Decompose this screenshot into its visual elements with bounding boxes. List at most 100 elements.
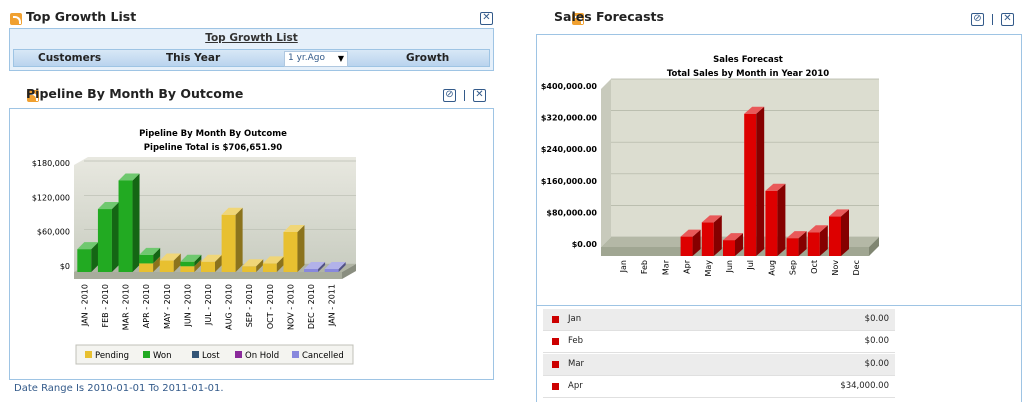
x-tick-label: JAN - 2010 — [80, 284, 89, 327]
bar-apr-side — [692, 229, 701, 256]
bar-won-top — [97, 202, 119, 210]
bar-cancelled-side — [338, 262, 346, 272]
bar-nov-side — [841, 209, 849, 256]
legend-swatch — [552, 338, 559, 346]
close-icon[interactable]: ✕ — [473, 89, 486, 102]
pipeline-title: Pipeline By Month By Outcome — [26, 86, 244, 101]
bar-pending-side — [215, 254, 222, 272]
x-tick-label: Jun — [725, 260, 734, 274]
bar-pending — [139, 263, 154, 272]
legend-label: Pending — [95, 351, 129, 361]
x-tick-label: AUG - 2010 — [225, 284, 234, 330]
sales-chart: Sales Forecast Total Sales by Month in Ye… — [541, 55, 879, 277]
bar-pending — [159, 260, 174, 272]
forecast-month: Jan — [568, 314, 582, 324]
bar-won-top — [180, 254, 202, 262]
chart-subtitle: Total Sales by Month in Year 2010 — [667, 69, 829, 79]
forecast-row: Feb $0.00 — [543, 331, 895, 354]
edit-icon[interactable]: ⊘ — [971, 13, 984, 26]
rss-icon — [27, 90, 40, 102]
y-tick-label: $60,000 — [37, 228, 70, 237]
bar-apr — [680, 236, 693, 256]
rss-icon — [10, 13, 22, 25]
bar-apr-top — [680, 229, 701, 237]
bar-pending-side — [173, 253, 181, 272]
bar-oct — [807, 232, 820, 256]
bar-won — [139, 254, 154, 264]
period-select[interactable]: 1 yr.Ago ▼ — [284, 51, 348, 67]
col-this-year[interactable]: This Year — [166, 52, 221, 64]
legend-label: Cancelled — [302, 351, 344, 361]
x-tick-label: SEP - 2010 — [245, 284, 254, 327]
bar-won-top — [77, 242, 99, 250]
sales-panel: Sales Forecast Total Sales by Month in Ye… — [536, 34, 1022, 306]
bar-nov — [829, 216, 841, 256]
y-tick-label: $80,000.00 — [546, 208, 597, 217]
col-growth[interactable]: Growth — [406, 52, 450, 64]
forecast-value: $34,000.00 — [840, 380, 889, 391]
forecast-value: $0.00 — [864, 336, 889, 347]
forecast-row: Mar $0.00 — [543, 353, 895, 376]
legend-label: On Hold — [245, 351, 279, 361]
bar-pending-side — [235, 207, 243, 272]
bar-may-side — [713, 215, 722, 256]
x-tick-label: OCT - 2010 — [266, 284, 275, 329]
bar-won-side — [153, 247, 161, 264]
bar-pending-side — [297, 224, 305, 272]
legend-label: Won — [153, 351, 172, 361]
period-select-value: 1 yr.Ago — [288, 53, 326, 63]
pipeline-chart: Pipeline By Month By Outcome Pipeline Tot… — [32, 129, 356, 365]
close-icon[interactable]: ✕ — [480, 12, 493, 25]
y-tick-label: $400,000.00 — [541, 82, 598, 91]
chart-subtitle: Pipeline Total is $706,651.90 — [144, 143, 282, 153]
x-tick-label: Oct — [810, 260, 819, 274]
bar-pending-top — [283, 224, 305, 232]
bar-jul — [744, 113, 757, 256]
x-tick-label: MAR - 2010 — [122, 284, 131, 330]
close-icon[interactable]: ✕ — [1001, 13, 1014, 26]
bar-pending — [201, 261, 215, 272]
bar-cancelled-top — [324, 262, 346, 269]
col-customers[interactable]: Customers — [38, 52, 102, 64]
edit-icon[interactable]: ⊘ — [443, 89, 456, 102]
forecast-month: Feb — [568, 336, 584, 347]
bar-jul-side — [756, 106, 765, 256]
legend-box — [75, 344, 354, 365]
bar-sep — [786, 238, 799, 256]
bar-pending-top — [262, 256, 284, 264]
bar-jun-side — [735, 233, 743, 256]
x-tick-label: Dec — [852, 260, 861, 275]
bar-pending-side — [153, 256, 161, 272]
separator — [992, 14, 993, 25]
bar-may — [701, 222, 714, 256]
y-tick-label: $0.00 — [572, 240, 598, 249]
y-tick-label: $320,000.00 — [541, 114, 598, 123]
bar-pending-top — [201, 254, 222, 262]
bar-jul-top — [744, 106, 765, 114]
forecast-list-border — [536, 304, 1022, 402]
bar-pending — [180, 266, 195, 272]
forecast-value: $0.00 — [864, 314, 889, 324]
bar-won-side — [132, 173, 140, 272]
x-tick-label: JUL - 2010 — [204, 284, 213, 326]
sales-title: Sales Forecasts — [554, 9, 664, 24]
bar-won — [180, 261, 195, 267]
table-header: Customers This Year 1 yr.Ago ▼ Growth — [13, 49, 490, 67]
forecast-month: Mar — [568, 358, 585, 369]
legend-swatch — [552, 382, 559, 390]
chart-floor-side — [869, 237, 879, 256]
separator — [464, 90, 465, 101]
forecast-month: Apr — [568, 380, 583, 391]
chart-title: Sales Forecast — [713, 55, 783, 65]
bar-nov-top — [829, 209, 849, 217]
legend-swatch — [235, 351, 242, 358]
x-tick-label: FEB - 2010 — [101, 284, 110, 327]
bar-won-top — [139, 247, 161, 255]
bar-pending-top — [159, 253, 181, 261]
x-tick-label: NOV - 2010 — [286, 284, 295, 330]
date-range: Date Range Is 2010-01-01 To 2011-01-01. — [14, 383, 224, 394]
legend-swatch — [552, 316, 559, 323]
bar-pending-side — [256, 259, 264, 272]
bar-won — [77, 249, 92, 272]
top-growth-link[interactable]: Top Growth List — [205, 32, 298, 44]
